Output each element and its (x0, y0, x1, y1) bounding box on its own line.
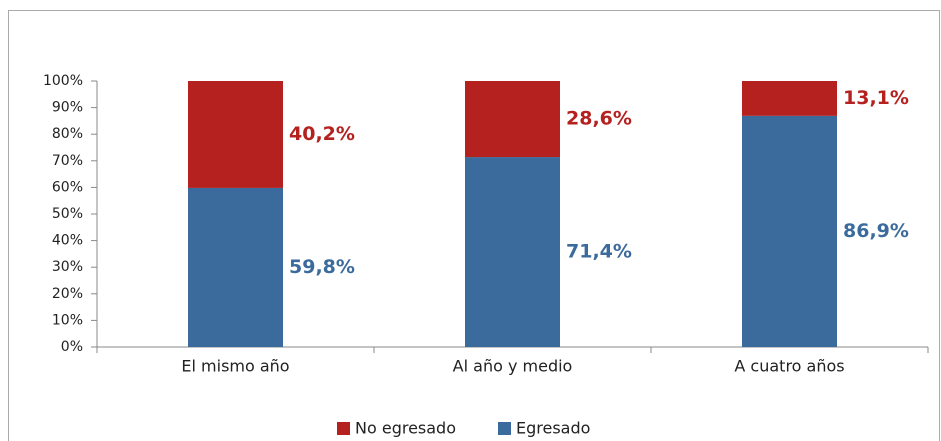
legend-label: Egresado (516, 419, 590, 438)
legend-swatch (337, 422, 350, 435)
y-tick-label: 30% (52, 259, 83, 275)
x-tick-label: El mismo año (181, 357, 289, 376)
data-label: 13,1% (843, 87, 909, 109)
y-tick-label: 70% (52, 153, 83, 169)
x-tick-label: A cuatro años (734, 357, 844, 376)
y-tick-label: 80% (52, 126, 83, 142)
y-tick-label: 0% (61, 339, 83, 355)
y-tick-label: 20% (52, 286, 83, 302)
bar-segment (188, 81, 283, 188)
bar-segment (742, 115, 837, 347)
bar-segment (465, 81, 560, 158)
data-label: 86,9% (843, 220, 909, 242)
bar-segment (188, 187, 283, 347)
legend-label: No egresado (355, 419, 456, 438)
bar-segment (742, 81, 837, 116)
bar-segment (465, 157, 560, 347)
y-tick-label: 60% (52, 179, 83, 195)
x-tick-label: Al año y medio (453, 357, 573, 376)
y-tick-label: 90% (52, 100, 83, 116)
legend-swatch (498, 422, 511, 435)
data-label: 59,8% (289, 256, 355, 278)
data-label: 71,4% (566, 241, 632, 263)
chart-border (8, 10, 940, 441)
y-tick-label: 50% (52, 206, 83, 222)
data-label: 28,6% (566, 108, 632, 130)
y-tick-label: 100% (43, 73, 83, 89)
y-tick-label: 10% (52, 312, 83, 328)
data-label: 40,2% (289, 123, 355, 145)
y-tick-label: 40% (52, 233, 83, 249)
